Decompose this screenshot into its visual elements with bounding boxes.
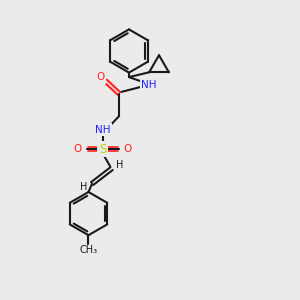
Text: H: H <box>80 182 87 192</box>
Text: NH: NH <box>95 124 110 135</box>
Text: O: O <box>96 72 104 82</box>
Text: O: O <box>123 144 132 154</box>
Text: H: H <box>116 160 124 170</box>
Text: CH₃: CH₃ <box>80 244 98 255</box>
Text: S: S <box>99 142 106 156</box>
Text: NH: NH <box>141 80 157 90</box>
Text: O: O <box>74 144 82 154</box>
